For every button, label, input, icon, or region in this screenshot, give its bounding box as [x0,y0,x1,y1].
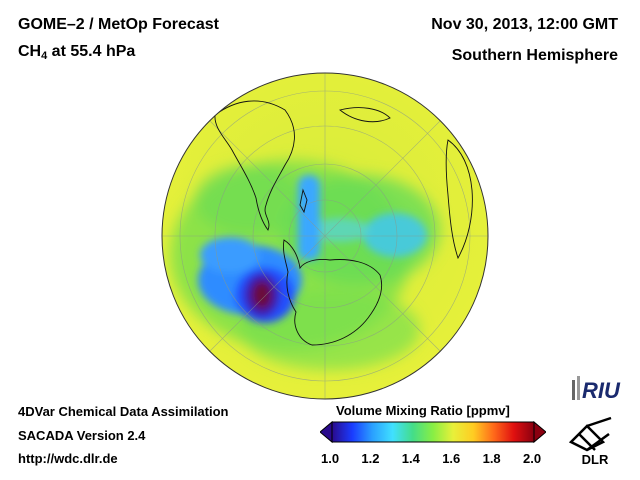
colorbar-tick-label: 1.6 [442,451,461,466]
dlr-logo: DLR [568,416,612,467]
riu-logo: RIU [572,376,621,403]
footer-line-1: 4DVar Chemical Data Assimilation [18,404,229,419]
graticule [162,73,488,399]
species-suffix: at 55.4 hPa [47,43,136,60]
page-title: GOME–2 / MetOp Forecast [18,16,219,33]
colorbar-tick-label: 1.2 [361,451,380,466]
colorbar-title: Volume Mixing Ratio [ppmv] [336,403,510,418]
footer-link[interactable]: http://wdc.dlr.de [18,451,118,466]
colorbar-tick-label: 1.8 [482,451,501,466]
species-prefix: CH [18,43,42,60]
colorbar-gradient [331,421,535,443]
region-label: Southern Hemisphere [451,47,618,64]
colorbar [320,420,546,444]
colorbar-tick-label: 1.4 [401,451,420,466]
colorbar-tick-label: 1.0 [321,451,340,466]
colorbar-tick-label: 2.0 [523,451,542,466]
date-label: Nov 30, 2013, 12:00 GMT [431,16,618,33]
dlr-logo-text: DLR [582,452,609,467]
footer-line-2: SACADA Version 2.4 [18,428,146,443]
colorbar-low-arrow [320,420,333,444]
species-subscript: 4 [41,50,48,62]
species-label: CH4 at 55.4 hPa [18,43,135,62]
methane-map [161,72,489,400]
colorbar-high-arrow [533,420,546,444]
coastlines [214,100,473,346]
riu-logo-text: RIU [582,378,621,403]
